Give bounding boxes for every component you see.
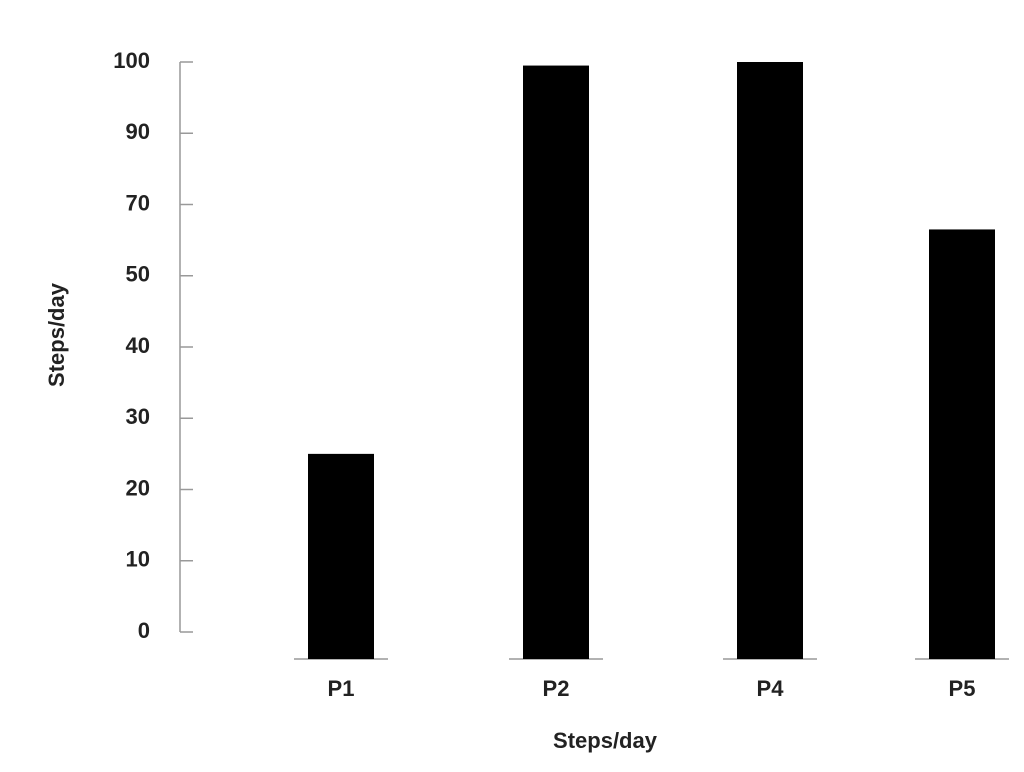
bar: [929, 229, 995, 659]
y-tick-label: 70: [126, 190, 150, 215]
y-tick-label: 40: [126, 333, 150, 358]
bar: [308, 453, 374, 659]
y-tick-label: 30: [126, 404, 150, 429]
y-tick-label: 90: [126, 119, 150, 144]
y-tick-label: 20: [126, 475, 150, 500]
y-tick-label: 10: [126, 547, 150, 572]
x-tick-label: P5: [949, 676, 976, 701]
y-tick-label: 50: [126, 262, 150, 287]
x-axis-label: Steps/day: [553, 728, 658, 753]
x-tick-label: P2: [543, 676, 570, 701]
bar: [523, 65, 589, 659]
bar: [737, 62, 803, 659]
y-axis-label: Steps/day: [44, 282, 69, 387]
y-tick-label: 100: [113, 48, 150, 73]
x-tick-label: P4: [757, 676, 785, 701]
x-tick-label: P1: [328, 676, 355, 701]
y-tick-label: 0: [138, 618, 150, 643]
